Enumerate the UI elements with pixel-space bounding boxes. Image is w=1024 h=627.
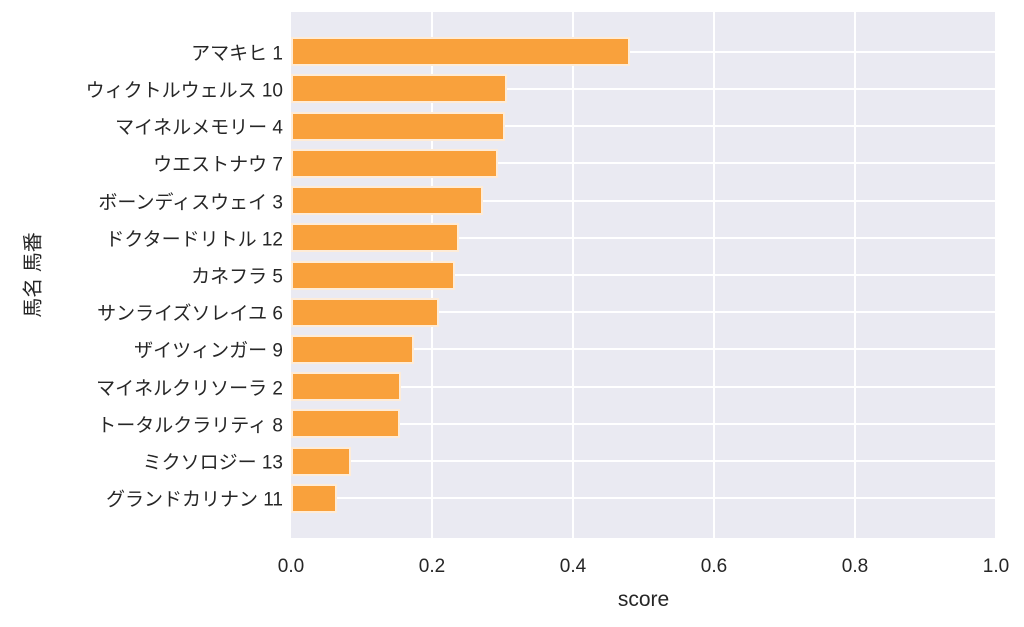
bar <box>291 334 414 364</box>
y-gridline <box>291 199 996 202</box>
bar <box>291 372 401 402</box>
y-gridline <box>291 422 996 425</box>
y-gridline <box>291 497 996 500</box>
bar <box>291 483 337 513</box>
y-tick-label: アマキヒ 1 <box>191 43 283 65</box>
y-tick-label: ミクソロジー 13 <box>142 452 283 474</box>
x-tick-label: 1.0 <box>982 556 1010 577</box>
y-gridline <box>291 125 996 128</box>
x-tick-label: 0.4 <box>559 556 587 577</box>
y-tick-label: マイネルメモリー 4 <box>115 117 283 139</box>
y-gridline <box>291 460 996 463</box>
bar <box>291 111 506 141</box>
x-axis-label: score <box>617 588 670 611</box>
x-tick-label: 0.8 <box>841 556 869 577</box>
x-tick-label: 0.0 <box>277 556 305 577</box>
y-gridline <box>291 348 996 351</box>
bar <box>291 223 459 253</box>
y-axis-tick-labels: アマキヒ 1 ウィクトルウェルス 10 マイネルメモリー 4 ウエストナウ 7 ボーンデ… <box>0 12 283 538</box>
y-tick-label: ウエストナウ 7 <box>153 154 283 176</box>
bar <box>291 260 455 290</box>
y-tick-label: グランドカリナン 11 <box>105 489 283 511</box>
y-axis-label: 馬名 馬番 <box>22 232 45 318</box>
y-gridline <box>291 50 996 53</box>
bar <box>291 186 484 216</box>
bar <box>291 37 631 67</box>
y-gridline <box>291 311 996 314</box>
y-tick-label: カネフラ 5 <box>191 266 283 288</box>
y-tick-label: マイネルクリソーラ 2 <box>96 378 283 400</box>
bar <box>291 74 507 104</box>
y-gridline <box>291 274 996 276</box>
y-gridline <box>291 87 996 90</box>
bar <box>291 409 400 439</box>
x-gridline <box>995 12 997 538</box>
y-tick-label: ザイツィンガー 9 <box>134 340 283 362</box>
x-tick-label: 0.2 <box>418 556 446 577</box>
y-tick-label: ドクタードリトル 12 <box>105 229 283 251</box>
y-tick-label: ウィクトルウェルス 10 <box>85 80 283 102</box>
y-tick-label: ボーンディスウェイ 3 <box>98 192 283 214</box>
x-axis-tick-labels: 0.0 0.2 0.4 0.6 0.8 1.0 <box>278 556 1009 580</box>
y-gridline <box>291 385 996 388</box>
bar <box>291 297 440 327</box>
y-gridline <box>291 236 996 239</box>
bar <box>291 446 351 476</box>
y-tick-label: トータルクラリティ 8 <box>97 415 283 437</box>
plot-area <box>291 12 997 538</box>
bar <box>291 148 499 178</box>
y-tick-label: サンライズソレイユ 6 <box>97 303 283 325</box>
y-gridline <box>291 162 996 165</box>
x-tick-label: 0.6 <box>700 556 728 577</box>
